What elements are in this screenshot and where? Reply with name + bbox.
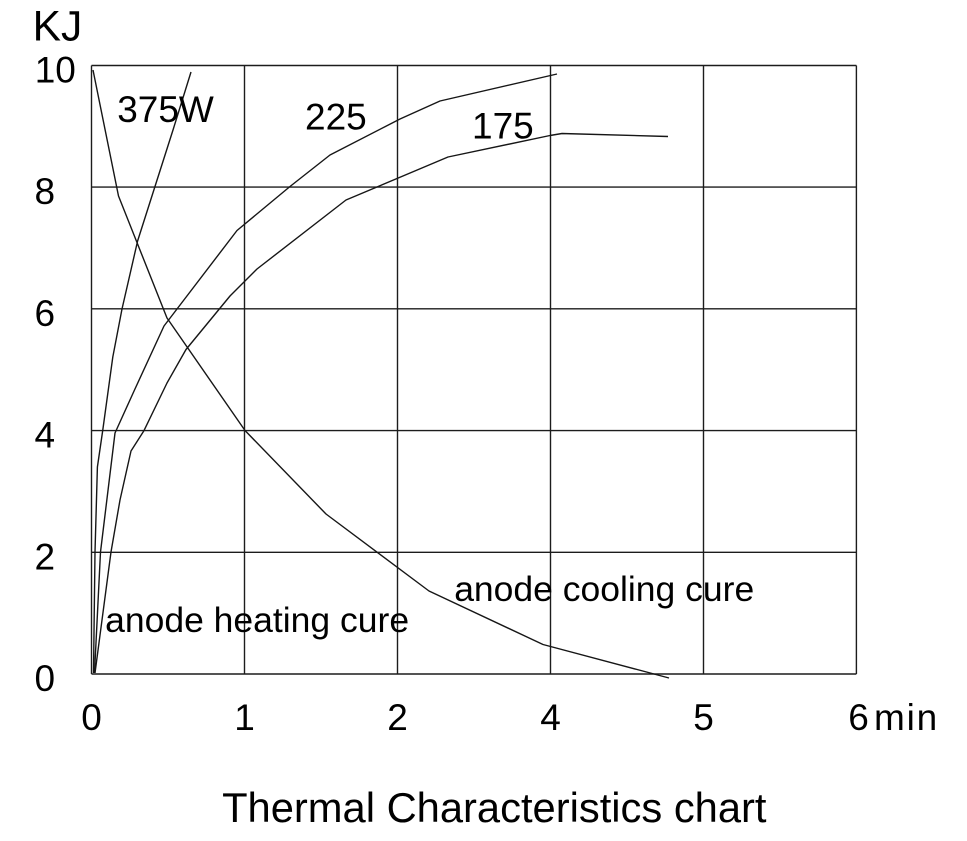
svg-text:5: 5	[693, 697, 714, 738]
svg-text:10: 10	[35, 49, 76, 90]
svg-text:1: 1	[234, 697, 255, 738]
svg-text:KJ: KJ	[33, 4, 83, 51]
svg-text:175: 175	[472, 106, 534, 147]
svg-text:2: 2	[387, 697, 408, 738]
svg-text:4: 4	[540, 697, 561, 738]
svg-text:4: 4	[35, 415, 56, 456]
svg-text:anode cooling cure: anode cooling cure	[454, 569, 754, 609]
svg-text:375W: 375W	[117, 89, 214, 130]
svg-text:Thermal Characteristics chart: Thermal Characteristics chart	[222, 784, 767, 831]
svg-text:2: 2	[35, 536, 56, 577]
svg-text:6: 6	[35, 293, 56, 334]
svg-text:0: 0	[81, 697, 102, 738]
svg-text:8: 8	[35, 171, 56, 212]
svg-text:anode heating cure: anode heating cure	[105, 600, 409, 640]
svg-text:min: min	[874, 697, 939, 738]
svg-text:225: 225	[305, 96, 367, 137]
svg-text:0: 0	[35, 658, 56, 699]
svg-text:6: 6	[848, 697, 869, 738]
